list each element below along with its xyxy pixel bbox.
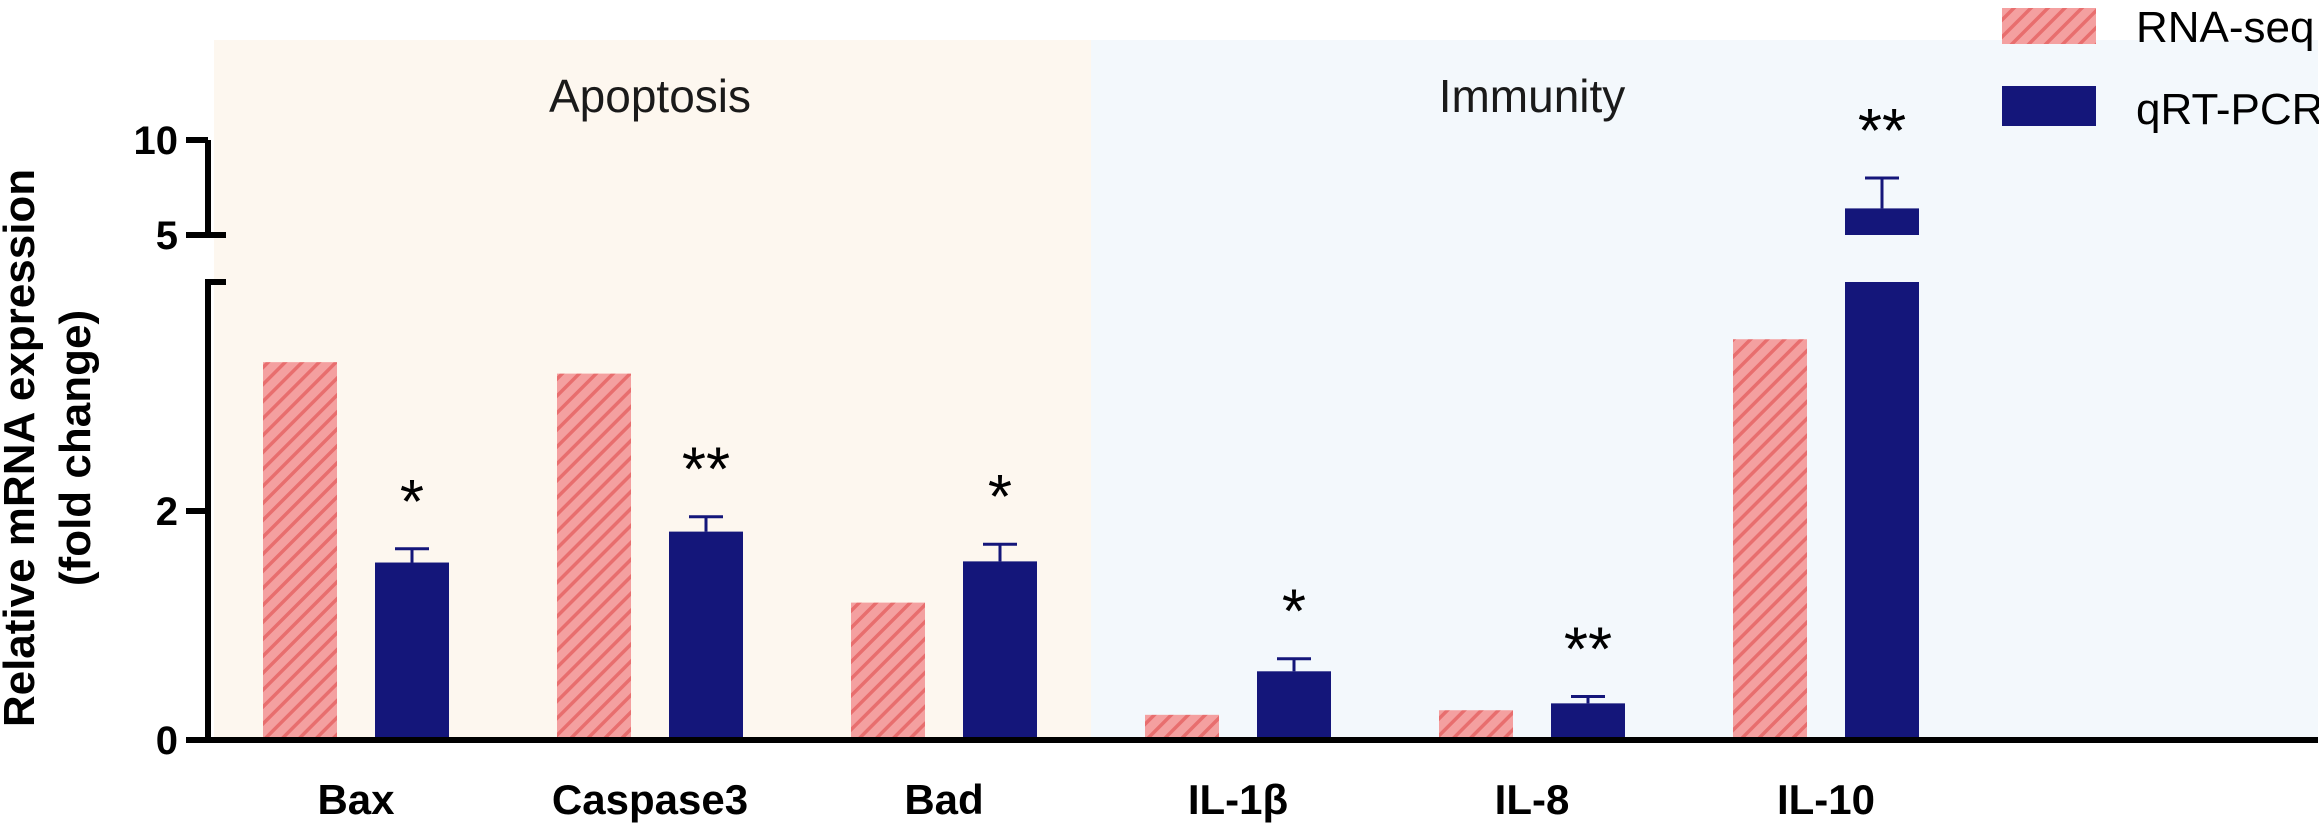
bar-qrt-pcr-il-10 <box>1845 282 1919 740</box>
group-background-apoptosis <box>214 40 1091 740</box>
y-tick-label-2: 2 <box>156 490 178 534</box>
bar-qrt-pcr-il-1 <box>1257 671 1331 740</box>
bar-rna-seq-bax <box>263 362 337 740</box>
bar-qrt-pcr-upper-il-10 <box>1845 208 1919 235</box>
bar-rna-seq-il-8 <box>1439 710 1513 740</box>
bar-rna-seq-caspase3 <box>557 373 631 740</box>
significance-caspase3: ** <box>682 436 730 505</box>
legend: RNA-seq qRT-PCR <box>2002 3 2319 134</box>
y-axis-label-line-2: (fold change) <box>51 310 100 586</box>
legend-label-rna-seq: RNA-seq <box>2136 3 2315 52</box>
significance-bax: * <box>400 468 424 537</box>
legend-swatch-qrt-pcr <box>2002 86 2096 126</box>
y-tick-label-10: 10 <box>134 119 179 163</box>
x-tick-label-il-8: IL-8 <box>1495 776 1570 823</box>
bar-qrt-pcr-bad <box>963 561 1037 740</box>
x-tick-label-il-1: IL-1β <box>1188 776 1288 823</box>
significance-il-10: ** <box>1858 97 1906 166</box>
x-tick-label-caspase3: Caspase3 <box>552 776 748 823</box>
y-tick-label-0: 0 <box>156 719 178 763</box>
significance-il-1: * <box>1282 578 1306 647</box>
y-axis-label-line-1: Relative mRNA expression <box>0 169 44 727</box>
bar-qrt-pcr-il-8 <box>1551 703 1625 740</box>
bar-qrt-pcr-bax <box>375 562 449 740</box>
group-background-immunity <box>1091 40 2318 740</box>
bar-qrt-pcr-caspase3 <box>669 531 743 740</box>
group-label-immunity: Immunity <box>1439 70 1626 122</box>
bar-rna-seq-il-10 <box>1733 339 1807 740</box>
y-tick-label-5: 5 <box>156 214 178 258</box>
significance-il-8: ** <box>1564 615 1612 684</box>
x-tick-label-il-10: IL-10 <box>1777 776 1875 823</box>
x-tick-label-bax: Bax <box>317 776 395 823</box>
bar-rna-seq-bad <box>851 602 925 740</box>
x-tick-label-bad: Bad <box>904 776 983 823</box>
legend-swatch-rna-seq <box>2002 8 2096 44</box>
group-label-apoptosis: Apoptosis <box>549 70 751 122</box>
bar-rna-seq-il-1 <box>1145 714 1219 740</box>
significance-bad: * <box>988 463 1012 532</box>
legend-label-qrt-pcr: qRT-PCR <box>2136 85 2319 134</box>
